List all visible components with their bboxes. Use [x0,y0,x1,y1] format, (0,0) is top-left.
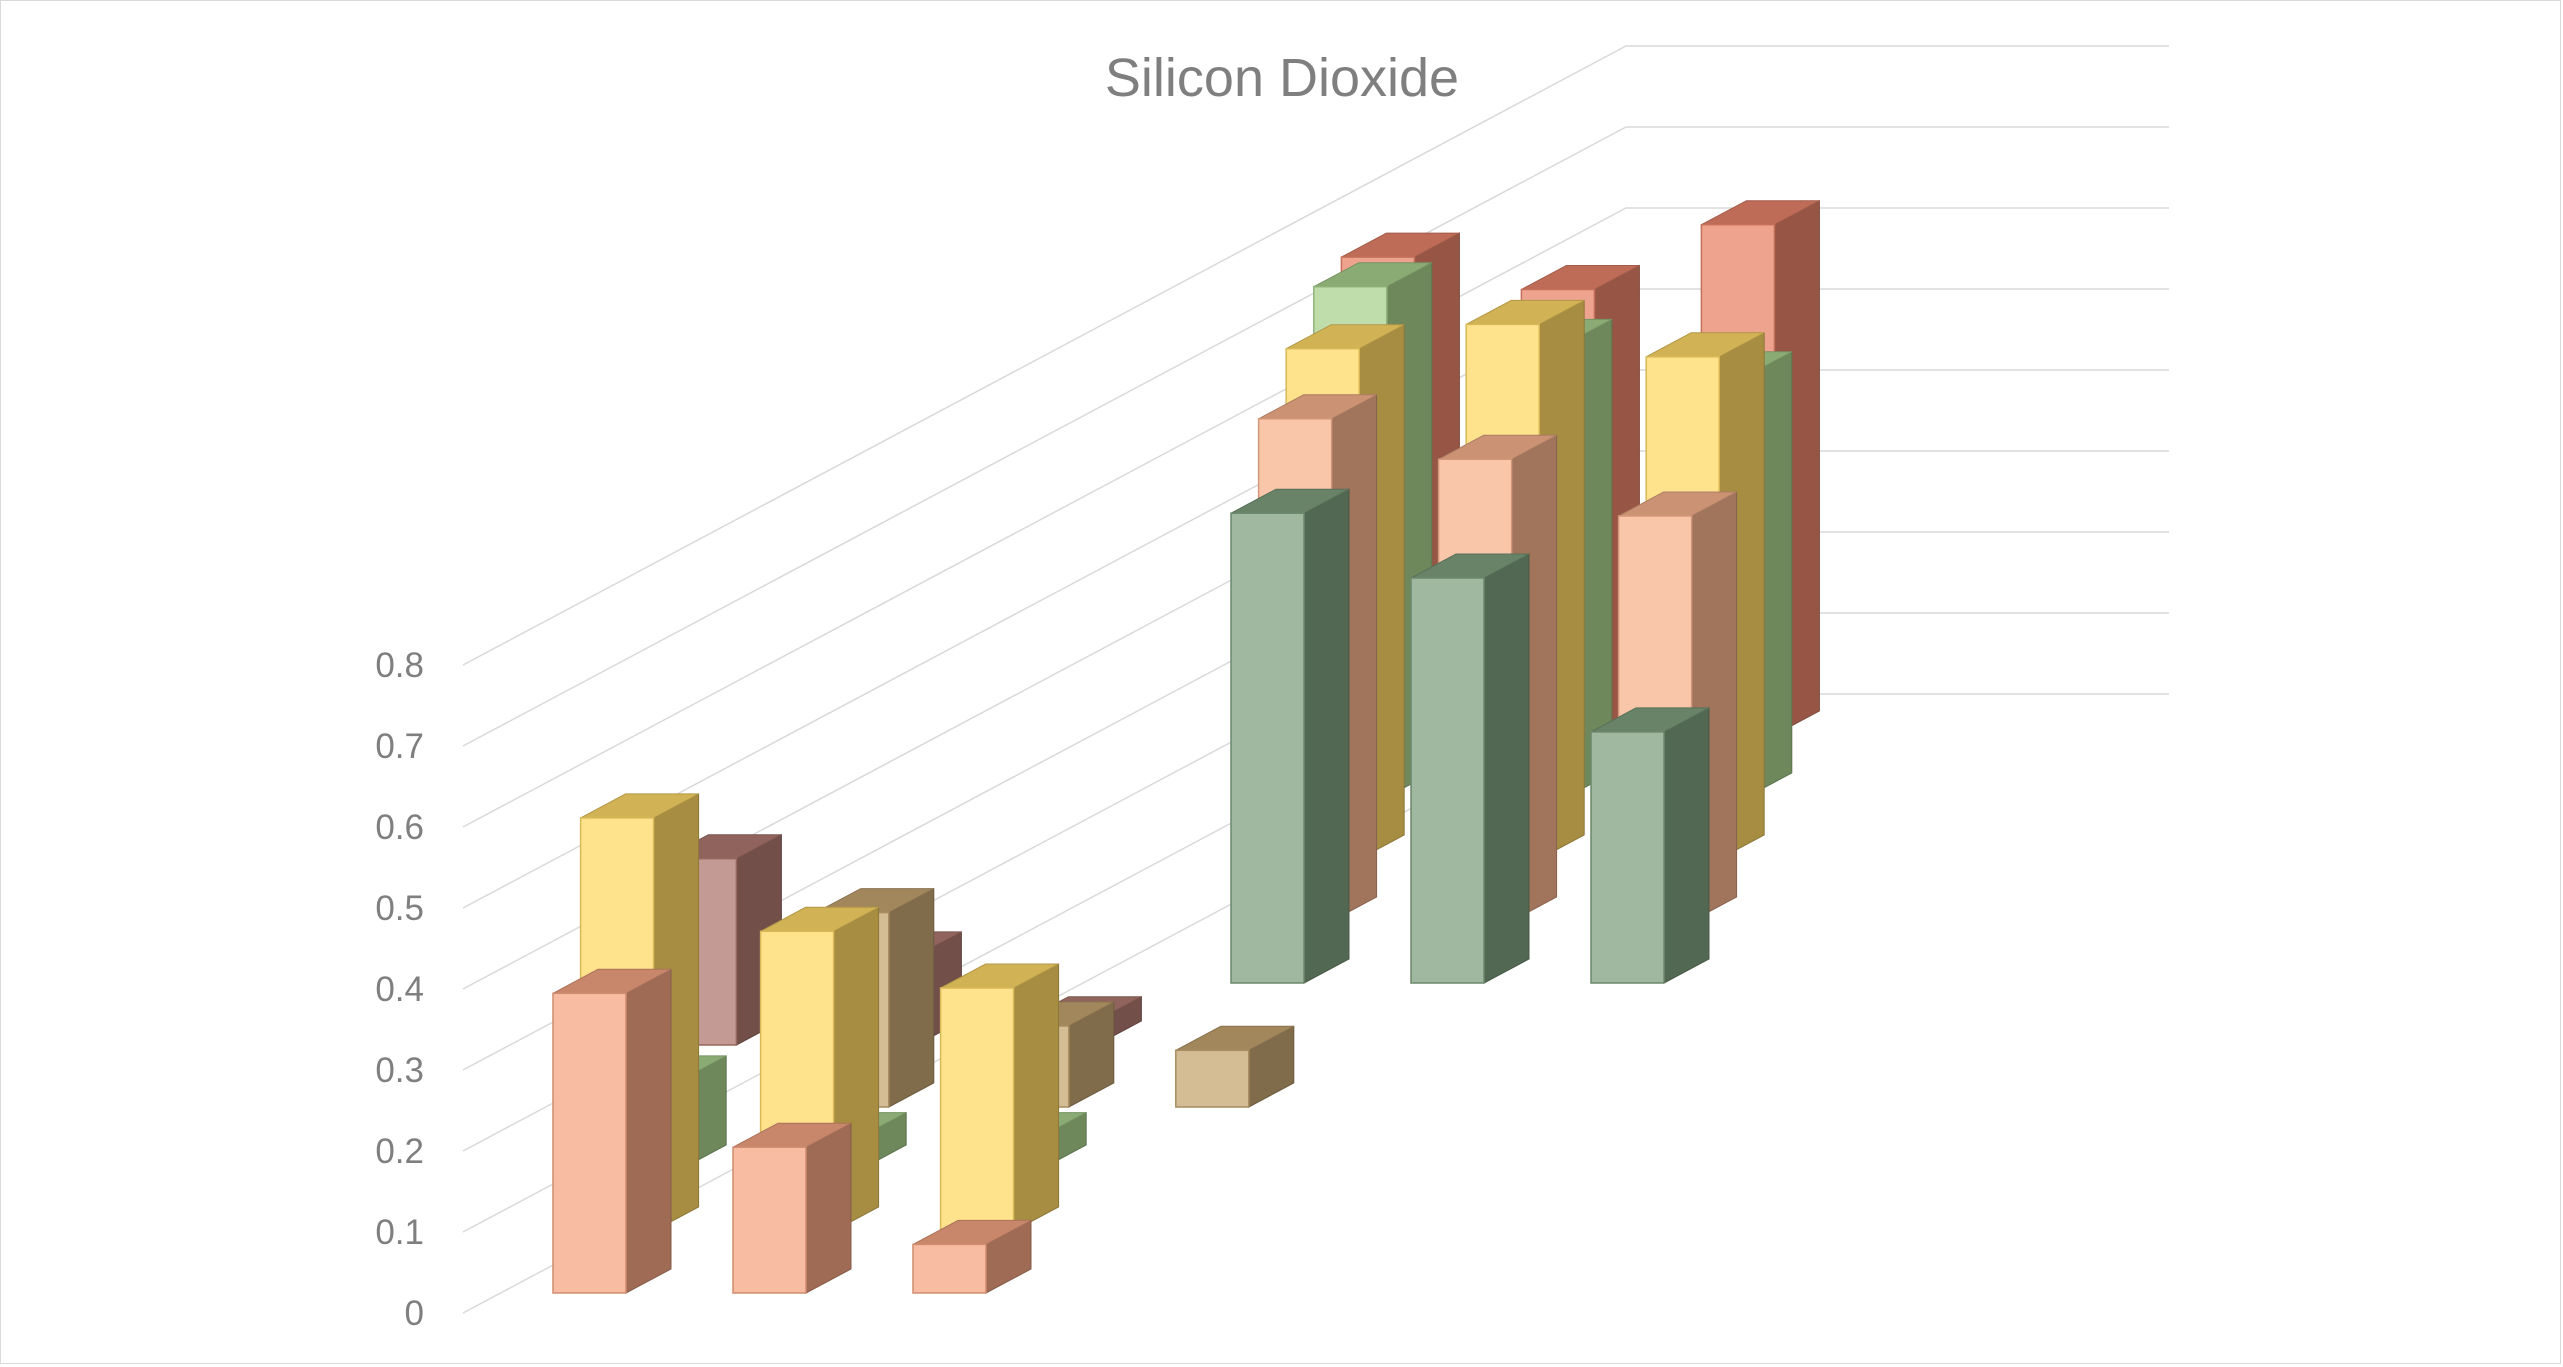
bar-front [732,1146,807,1294]
y-tick-label: 0.6 [375,808,424,847]
bar-front [939,987,1015,1232]
bar-front [1410,577,1485,984]
bar-front [552,992,627,1294]
bar [1175,1025,1295,1108]
bar [1410,553,1530,984]
gridline [462,45,2169,666]
y-tick-label: 0.2 [375,1132,424,1171]
y-tick-label: 0.7 [375,727,424,766]
y-tick-label: 0.3 [375,1051,424,1090]
bar-front [1590,731,1665,984]
bar [912,1219,1032,1294]
bar [732,1122,852,1294]
gridline [462,126,2169,747]
bar-front [912,1243,987,1294]
bar [552,968,672,1294]
bar-side [625,968,672,1294]
y-tick-label: 0 [405,1294,424,1333]
gridline [462,207,2169,828]
y-tick-label: 0.5 [375,889,424,928]
bar-side [1303,488,1350,984]
y-tick-label: 0.8 [375,646,424,685]
bar-front [1175,1049,1250,1108]
bar [1230,488,1350,984]
bar-side [888,887,935,1108]
bar-series-group [552,199,1820,1294]
bar-side [1483,553,1530,984]
y-tick-label: 0.4 [375,970,424,1009]
bar-side [805,1122,852,1294]
bar-front [1230,512,1305,984]
bar-side [1013,963,1060,1232]
y-tick-label: 0.1 [375,1213,424,1252]
y-axis-ticks: 0 0.1 0.2 0.3 0.4 0.5 0.6 0.7 0.8 [375,646,424,1333]
bar-side [1663,707,1710,984]
chart-title: Silicon Dioxide [1105,48,1459,108]
bar [1590,707,1710,984]
bar [939,963,1060,1232]
